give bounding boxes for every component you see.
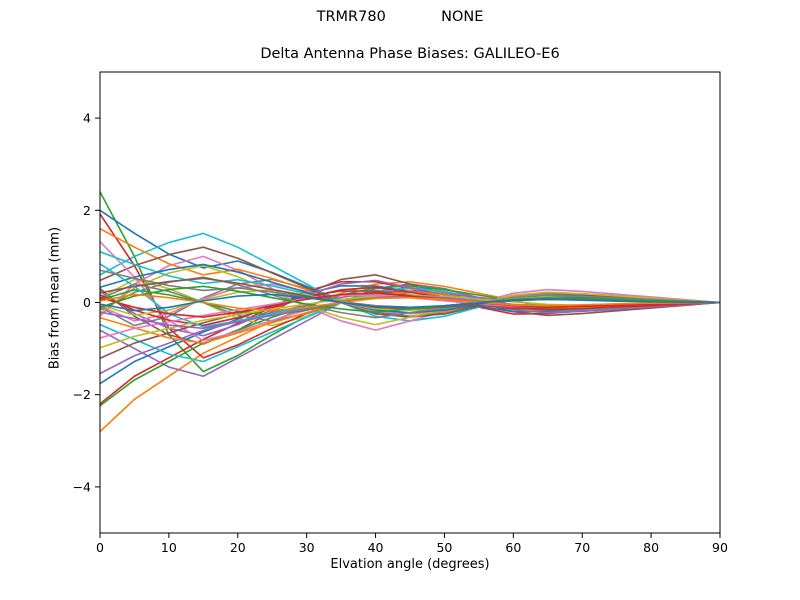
y-tick-label: −2 bbox=[73, 387, 91, 402]
series-line bbox=[100, 286, 720, 327]
series-line bbox=[100, 293, 720, 312]
series-line bbox=[100, 255, 720, 331]
x-tick-label: 60 bbox=[505, 540, 521, 555]
x-tick-label: 80 bbox=[643, 540, 659, 555]
x-tick-label: 40 bbox=[368, 540, 384, 555]
y-tick-label: 2 bbox=[83, 203, 91, 218]
x-tick-label: 10 bbox=[161, 540, 177, 555]
series-line bbox=[100, 293, 720, 312]
x-tick-label: 0 bbox=[96, 540, 104, 555]
series-line bbox=[100, 279, 720, 337]
y-tick-label: 4 bbox=[83, 111, 91, 126]
series-line bbox=[100, 276, 720, 319]
x-tick-label: 90 bbox=[712, 540, 728, 555]
series-line bbox=[100, 292, 720, 318]
series-line bbox=[100, 274, 720, 345]
series-line bbox=[100, 285, 720, 313]
series-line bbox=[100, 264, 720, 326]
y-axis-label: Bias from mean (mm) bbox=[47, 226, 63, 370]
x-tick-label: 50 bbox=[436, 540, 452, 555]
x-tick-label: 70 bbox=[574, 540, 590, 555]
figure-suptitle: TRMR780 NONE bbox=[316, 9, 484, 25]
x-tick-label: 20 bbox=[230, 540, 246, 555]
series-group bbox=[100, 191, 720, 433]
y-tick-label: 0 bbox=[83, 295, 91, 310]
x-axis-label: Elvation angle (degrees) bbox=[330, 557, 490, 572]
x-tick-label: 30 bbox=[299, 540, 315, 555]
y-tick-label: −4 bbox=[73, 479, 91, 494]
axes-title: Delta Antenna Phase Biases: GALILEO-E6 bbox=[260, 46, 560, 62]
